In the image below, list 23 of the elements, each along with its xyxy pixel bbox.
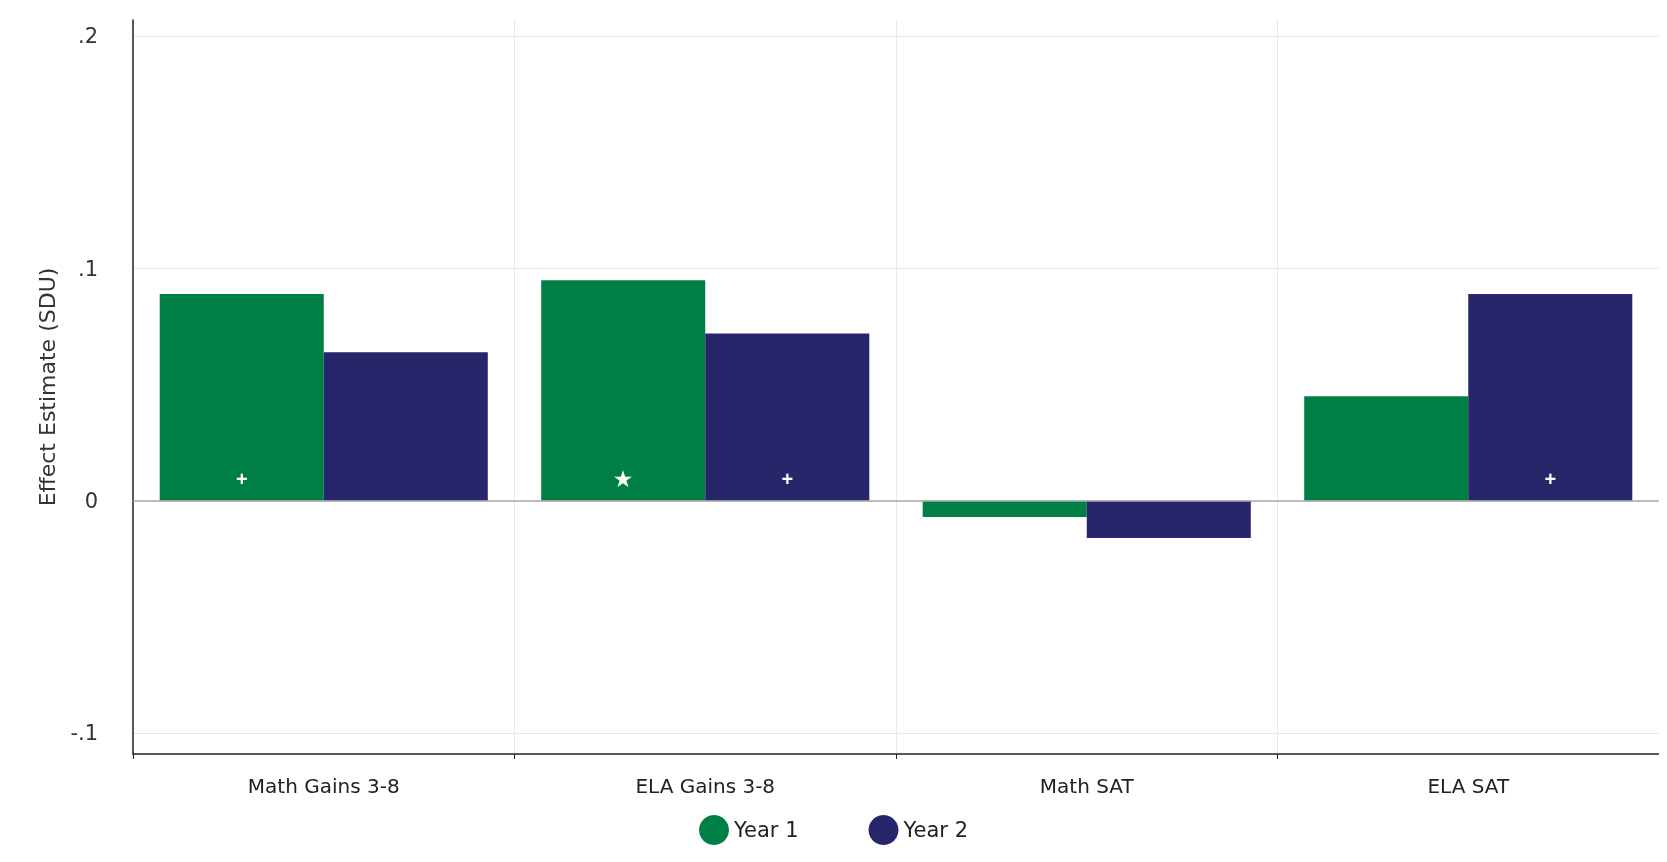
bar [541,280,706,501]
y-tick-label: -.1 [70,721,98,746]
bar [922,500,1087,518]
x-tick-label: ELA Gains 3-8 [635,774,776,798]
bar [159,294,324,501]
bar [1304,396,1469,501]
x-tick-label: Math Gains 3-8 [247,774,400,798]
bar [705,333,870,501]
y-tick-label: .1 [77,256,98,281]
y-axis-title: Effect Estimate (SDU) [34,267,60,507]
y-tick-label: 0 [84,488,98,513]
legend-label: Year 2 [902,818,968,842]
data-label: ★ [614,467,633,490]
legend-label: Year 1 [733,818,799,842]
x-tick-label: ELA SAT [1427,774,1510,798]
bar [323,352,488,501]
data-label: + [235,467,248,490]
data-label: + [1544,467,1557,490]
bar [1086,500,1251,538]
y-tick-label: .2 [77,24,98,49]
data-label: + [781,467,794,490]
x-tick-label: Math SAT [1039,774,1135,798]
bar [1468,294,1633,501]
